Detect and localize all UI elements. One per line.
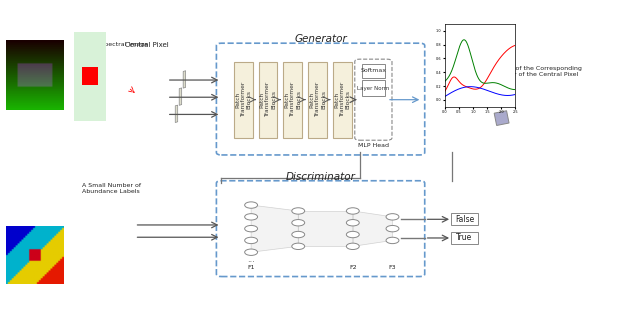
Circle shape bbox=[346, 219, 359, 226]
Circle shape bbox=[244, 214, 257, 220]
Circle shape bbox=[386, 214, 399, 220]
Text: Discriminator: Discriminator bbox=[285, 172, 355, 182]
Polygon shape bbox=[183, 71, 186, 88]
Circle shape bbox=[244, 237, 257, 244]
Text: A Small Number of
Abundance Labels: A Small Number of Abundance Labels bbox=[83, 183, 141, 194]
Text: F3: F3 bbox=[388, 265, 396, 271]
Circle shape bbox=[244, 202, 257, 208]
Text: Central Pixel: Central Pixel bbox=[125, 42, 169, 48]
Polygon shape bbox=[298, 211, 353, 246]
Text: Hyperspectral Image: Hyperspectral Image bbox=[83, 42, 148, 47]
Circle shape bbox=[346, 243, 359, 249]
FancyBboxPatch shape bbox=[308, 62, 327, 138]
Text: F2: F2 bbox=[349, 265, 356, 271]
Circle shape bbox=[346, 231, 359, 238]
Text: True: True bbox=[456, 234, 472, 242]
FancyBboxPatch shape bbox=[451, 232, 478, 244]
Circle shape bbox=[244, 249, 257, 256]
Circle shape bbox=[292, 219, 305, 226]
Polygon shape bbox=[494, 111, 509, 125]
Circle shape bbox=[292, 208, 305, 214]
Text: ...: ... bbox=[247, 255, 255, 264]
Text: Patch
Transformer
Blocks: Patch Transformer Blocks bbox=[260, 82, 276, 117]
Circle shape bbox=[386, 226, 399, 232]
Polygon shape bbox=[353, 211, 392, 246]
FancyBboxPatch shape bbox=[234, 62, 253, 138]
FancyBboxPatch shape bbox=[259, 62, 277, 138]
FancyBboxPatch shape bbox=[333, 62, 352, 138]
Circle shape bbox=[346, 208, 359, 214]
Text: Abundance of the Corresponding
Endmember of the Central Pixel: Abundance of the Corresponding Endmember… bbox=[478, 66, 582, 77]
Circle shape bbox=[386, 237, 399, 244]
Text: Patch
Transformer
Blocks: Patch Transformer Blocks bbox=[334, 82, 351, 117]
Text: Generator: Generator bbox=[294, 34, 347, 44]
Polygon shape bbox=[251, 205, 298, 252]
Text: Patch
Transformer
Blocks: Patch Transformer Blocks bbox=[235, 82, 252, 117]
FancyBboxPatch shape bbox=[451, 213, 478, 225]
Text: F1: F1 bbox=[248, 265, 255, 271]
FancyBboxPatch shape bbox=[362, 80, 385, 96]
FancyBboxPatch shape bbox=[362, 64, 385, 78]
Text: MLP Head: MLP Head bbox=[358, 143, 389, 148]
Polygon shape bbox=[179, 88, 182, 105]
Polygon shape bbox=[175, 105, 178, 122]
Text: Patch
Transformer
Blocks: Patch Transformer Blocks bbox=[285, 82, 301, 117]
Circle shape bbox=[292, 243, 305, 249]
Circle shape bbox=[244, 226, 257, 232]
FancyBboxPatch shape bbox=[284, 62, 302, 138]
Text: Layer Norm: Layer Norm bbox=[357, 85, 390, 91]
Circle shape bbox=[292, 231, 305, 238]
Text: Patch
Transformer
Blocks: Patch Transformer Blocks bbox=[309, 82, 326, 117]
Text: Softmax: Softmax bbox=[360, 68, 387, 73]
Text: False: False bbox=[455, 215, 474, 224]
